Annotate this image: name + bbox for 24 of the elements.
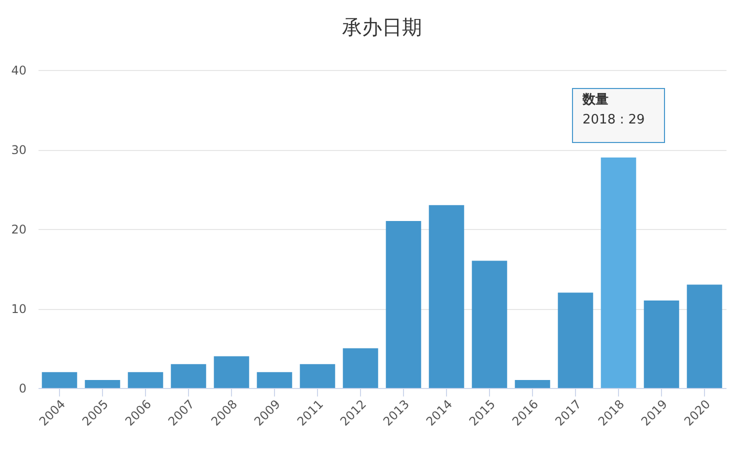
y-tick-label: 30 xyxy=(11,143,26,157)
bar xyxy=(386,221,422,388)
annotation: 数量 xyxy=(582,92,608,108)
bar xyxy=(644,300,680,388)
bar xyxy=(600,157,636,388)
chart-title: 承办日期 xyxy=(342,15,422,39)
bar xyxy=(42,372,78,388)
bar xyxy=(300,364,336,388)
bar xyxy=(558,292,594,388)
y-tick-label: 40 xyxy=(11,64,26,78)
bar xyxy=(84,380,120,388)
bar xyxy=(256,372,292,388)
annotation: 2018 : 29 xyxy=(582,112,645,128)
bar xyxy=(342,348,378,388)
bar xyxy=(428,205,464,388)
y-tick-label: 10 xyxy=(11,302,26,316)
bar xyxy=(472,260,508,388)
y-tick-label: 20 xyxy=(11,222,26,236)
bar xyxy=(170,364,206,388)
bar xyxy=(514,380,550,388)
bar xyxy=(128,372,164,388)
bar xyxy=(214,356,250,388)
bar xyxy=(686,284,722,388)
y-tick-label: 0 xyxy=(18,382,26,396)
